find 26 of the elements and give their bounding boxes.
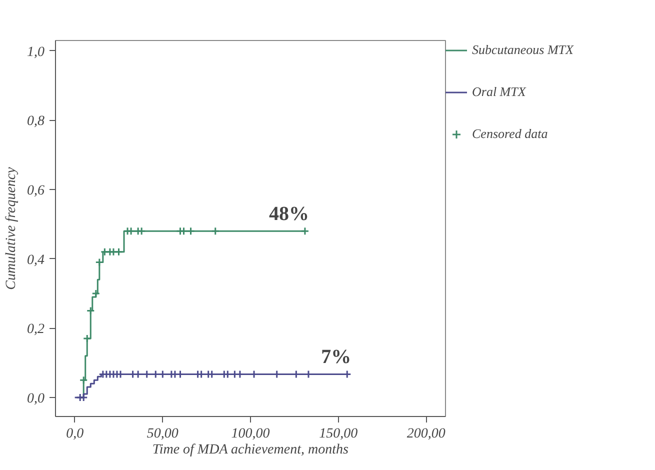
x-tick-label: 150,00 [319,426,358,442]
y-tick-label: 1,0 [27,44,44,60]
x-tick-label: 50,00 [146,426,178,442]
y-tick-label: 0,0 [27,391,44,406]
point [82,334,92,343]
annotation: 48% [268,203,309,226]
x-tick-label: 0,0 [66,426,84,442]
y-tick-label: 0,8 [27,114,44,130]
point [186,226,196,236]
legend-label: Subcutaneous MTX [472,42,574,58]
x-axis-title: Time of MDA achievement, months [152,442,349,458]
y-axis-title: Cumulative frequency [4,166,19,290]
point [100,248,109,256]
point [92,289,100,298]
x-tick-label: 100,00 [231,426,270,442]
y-tick-label: 0,6 [27,184,44,199]
legend-label: Oral MTX [472,84,526,100]
x-tick-label: 200,00 [406,426,446,442]
annotation: 7% [321,346,352,368]
point [86,306,95,316]
y-tick-label: 0,4 [27,252,44,268]
point [79,376,88,384]
legend-label: Censored data [472,126,548,142]
point [114,248,123,256]
y-tick-label: 0,2 [27,322,44,338]
point [211,226,220,236]
